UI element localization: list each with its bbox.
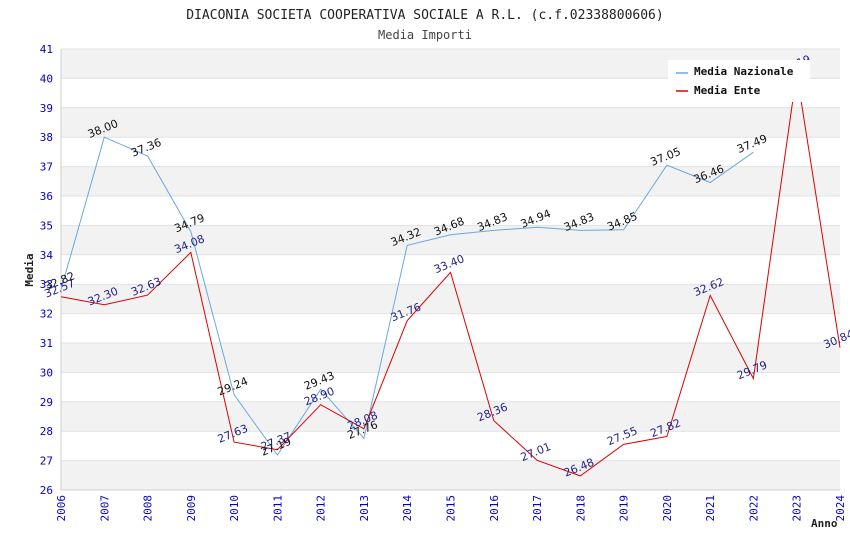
legend-label-nazionale: Media Nazionale xyxy=(694,65,794,78)
x-tick-label: 2016 xyxy=(488,495,501,522)
x-axis-label: Anno xyxy=(811,517,838,530)
y-tick-label: 37 xyxy=(40,161,53,174)
series-line-media-nazionale xyxy=(60,136,754,456)
y-tick-label: 34 xyxy=(40,249,54,262)
y-tick-label: 36 xyxy=(40,190,53,203)
y-tick-label: 39 xyxy=(40,102,53,115)
x-tick-label: 2011 xyxy=(271,495,284,522)
x-tick-label: 2021 xyxy=(704,495,717,522)
grid-band xyxy=(61,343,840,373)
y-tick-label: 26 xyxy=(40,484,53,497)
grid-band xyxy=(61,225,840,255)
y-tick-label: 27 xyxy=(40,455,53,468)
y-tick-label: 38 xyxy=(40,131,53,144)
grid-band xyxy=(61,284,840,314)
x-tick-label: 2017 xyxy=(531,495,544,522)
x-tick-label: 2007 xyxy=(98,495,111,522)
chart-subtitle: Media Importi xyxy=(378,28,472,42)
x-tick-label: 2014 xyxy=(401,495,414,522)
grid-band xyxy=(61,137,840,167)
x-tick-label: 2019 xyxy=(618,495,631,522)
y-tick-label: 35 xyxy=(40,219,53,232)
y-tick-label: 33 xyxy=(40,278,53,291)
y-tick-label: 30 xyxy=(40,366,53,379)
y-tick-label: 31 xyxy=(40,337,53,350)
grid-band xyxy=(61,196,840,226)
grid-band xyxy=(61,254,840,285)
grid-band xyxy=(61,166,840,196)
y-tick-label: 40 xyxy=(40,72,53,85)
grid-band xyxy=(61,431,840,461)
x-tick-label: 2022 xyxy=(747,495,760,522)
x-tick-label: 2008 xyxy=(142,495,155,522)
grid-band xyxy=(61,401,840,432)
grid-band xyxy=(61,107,840,138)
y-tick-label: 28 xyxy=(40,425,53,438)
x-tick-label: 2020 xyxy=(661,495,674,522)
y-tick-label: 41 xyxy=(40,43,53,56)
x-tick-label: 2013 xyxy=(358,495,371,522)
grid-band xyxy=(61,372,840,402)
chart-title: DIACONIA SOCIETA COOPERATIVA SOCIALE A R… xyxy=(186,8,663,23)
legend-label-ente: Media Ente xyxy=(694,84,761,97)
y-tick-label: 32 xyxy=(40,308,53,321)
y-tick-label: 29 xyxy=(40,396,53,409)
legend-box xyxy=(668,60,810,102)
series-line-media-ente xyxy=(60,72,841,477)
x-tick-label: 2009 xyxy=(185,495,198,522)
x-tick-label: 2023 xyxy=(791,495,804,522)
legend: Media Nazionale Media Ente xyxy=(668,60,810,102)
x-tick-label: 2010 xyxy=(228,495,241,522)
grid-band xyxy=(61,460,840,490)
x-tick-label: 2015 xyxy=(445,495,458,522)
y-axis-label: Media xyxy=(23,253,36,286)
x-tick-label: 2018 xyxy=(574,495,587,522)
x-tick-label: 2012 xyxy=(315,495,328,522)
x-tick-label: 2006 xyxy=(55,495,68,522)
grid-band xyxy=(61,313,840,343)
x-tick-label: 2024 xyxy=(834,495,847,522)
